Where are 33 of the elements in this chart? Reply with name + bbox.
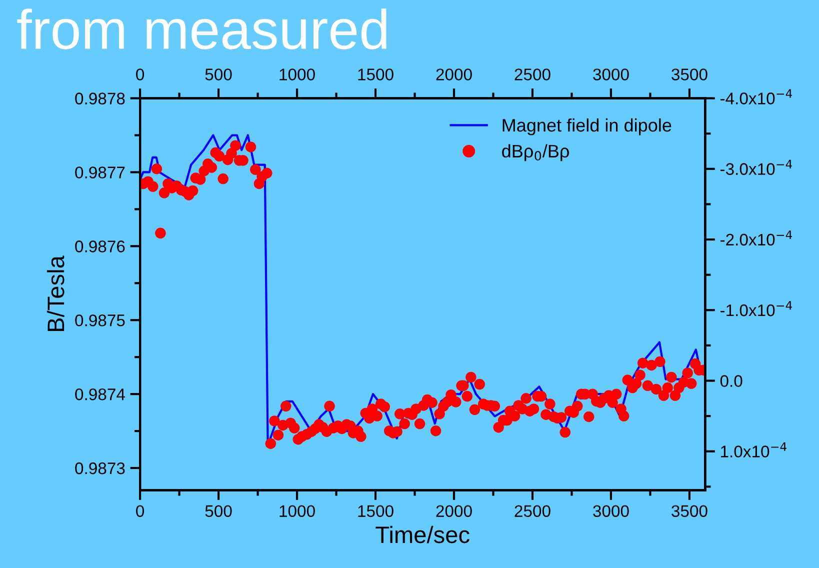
x-tick-label: 1500: [358, 505, 394, 518]
x2-tick-label: 0: [136, 68, 144, 80]
y2-tick-label: 1.0x10$^{−4}$: [721, 442, 786, 458]
x2-tick-label: 500: [205, 68, 232, 80]
y-tick-label: 0.9873: [75, 462, 125, 474]
y2-tick-label: -3.0x10$^{−4}$: [720, 160, 792, 175]
y2-tick-label: -4.0x10$^{−4}$: [720, 89, 792, 104]
x2-tick-label: 2000: [436, 68, 472, 80]
y-tick-label: 0.9878: [75, 92, 125, 104]
x2-tick-label: 3000: [593, 68, 629, 80]
y2-tick-label: 0.0: [720, 375, 742, 387]
x2-tick-label: 1500: [358, 68, 394, 80]
x-tick-label: 0: [136, 505, 144, 518]
legend-label: Magnet field in dipole: [502, 118, 672, 136]
x-axis-title: Time/sec: [376, 526, 470, 544]
x2-tick-label: 1000: [280, 68, 315, 80]
chart-title: from measured: [17, 8, 386, 50]
y-tick-label: 0.9874: [75, 388, 125, 400]
x-tick-label: 2500: [514, 505, 550, 518]
x-tick-label: 3500: [672, 505, 708, 518]
x-tick-label: 2000: [436, 505, 472, 518]
y-tick-label: 0.9876: [75, 240, 125, 252]
legend-label: dBρ$_{0}$/Bρ: [502, 144, 569, 162]
y-axis-title: B/Tesla: [46, 256, 64, 331]
y-tick-label: 0.9875: [75, 314, 125, 326]
x-tick-label: 3000: [593, 505, 629, 518]
y2-tick-label: -2.0x10$^{−4}$: [720, 230, 792, 246]
x2-tick-label: 3500: [672, 68, 708, 80]
y-tick-label: 0.9877: [75, 166, 125, 178]
y2-tick-label: -1.0x10$^{−4}$: [720, 301, 792, 316]
x2-tick-label: 2500: [514, 68, 550, 80]
x-tick-label: 500: [205, 505, 232, 518]
x-tick-label: 1000: [280, 505, 315, 518]
